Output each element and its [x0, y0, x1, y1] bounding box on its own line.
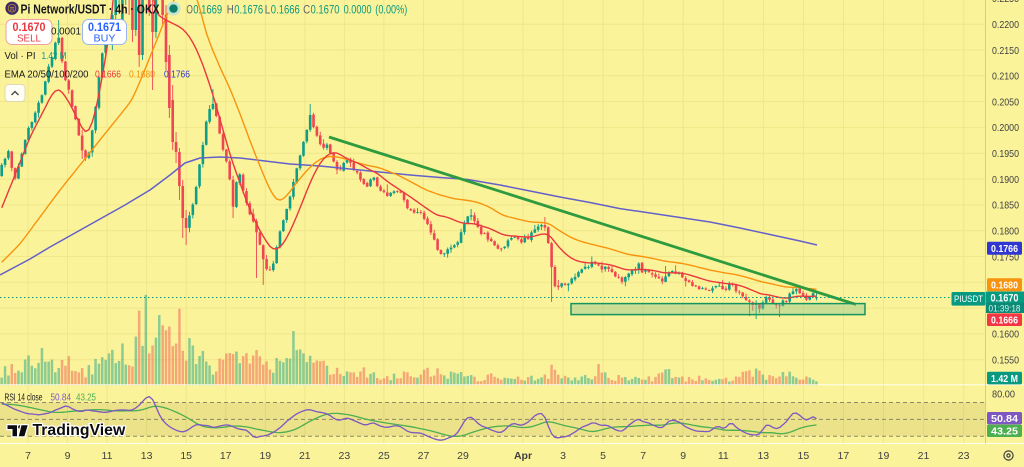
svg-text:80.00: 80.00: [992, 388, 1015, 400]
svg-text:23: 23: [339, 450, 351, 462]
svg-text:Pi Network/USDT · 4h · OKX: Pi Network/USDT · 4h · OKX: [21, 1, 160, 16]
svg-text:Vol · PI: Vol · PI: [5, 50, 36, 62]
svg-text:TradingView: TradingView: [33, 422, 126, 439]
svg-text:43.25: 43.25: [991, 426, 1018, 438]
svg-text:43.25: 43.25: [76, 392, 96, 404]
svg-text:0.2200: 0.2200: [992, 19, 1019, 31]
svg-text:21: 21: [918, 450, 930, 462]
svg-text:0.1680: 0.1680: [991, 280, 1018, 292]
svg-text:0.1550: 0.1550: [992, 355, 1019, 367]
svg-text:9: 9: [680, 450, 686, 462]
svg-text:19: 19: [259, 450, 271, 462]
svg-text:0.1600: 0.1600: [992, 329, 1019, 341]
svg-text:13: 13: [757, 450, 769, 462]
svg-text:RSI 14 close: RSI 14 close: [5, 392, 43, 404]
svg-text:0.1850: 0.1850: [992, 200, 1019, 212]
svg-text:23: 23: [958, 450, 970, 462]
svg-text:0.2100: 0.2100: [992, 71, 1019, 83]
svg-text:15: 15: [798, 450, 810, 462]
svg-text:0.1766: 0.1766: [991, 243, 1018, 255]
svg-text:BUY: BUY: [94, 34, 116, 45]
svg-text:13: 13: [141, 450, 153, 462]
svg-text:SELL: SELL: [17, 34, 41, 45]
svg-text:0.1680: 0.1680: [129, 69, 155, 81]
svg-text:0.2050: 0.2050: [992, 96, 1019, 108]
svg-text:0.1671: 0.1671: [88, 22, 122, 34]
svg-text:0.1670: 0.1670: [991, 292, 1019, 304]
svg-text:0.1670: 0.1670: [311, 4, 340, 16]
svg-text:0.1800: 0.1800: [992, 226, 1019, 238]
svg-text:1.42 M: 1.42 M: [991, 373, 1018, 385]
svg-text:Apr: Apr: [514, 450, 532, 462]
svg-text:21: 21: [299, 450, 311, 462]
svg-text:0.2000: 0.2000: [992, 122, 1019, 134]
svg-text:PIUSDT: PIUSDT: [954, 294, 983, 305]
svg-text:7: 7: [25, 450, 31, 462]
svg-text:11: 11: [102, 450, 113, 462]
svg-text:01:39:18: 01:39:18: [989, 303, 1021, 314]
svg-text:EMA 20/50/100/200: EMA 20/50/100/200: [5, 69, 89, 81]
svg-text:0.1666: 0.1666: [271, 4, 300, 16]
svg-text:0.1670: 0.1670: [13, 22, 46, 34]
svg-text:0.1676: 0.1676: [234, 4, 263, 16]
svg-text:50.84: 50.84: [51, 392, 72, 404]
svg-text:0.1666: 0.1666: [991, 315, 1018, 327]
svg-text:5: 5: [600, 450, 606, 462]
svg-text:C: C: [303, 4, 310, 16]
svg-text:17: 17: [220, 450, 232, 462]
svg-text:L: L: [265, 4, 271, 16]
svg-text:0.2250: 0.2250: [992, 0, 1019, 5]
svg-text:0.1669: 0.1669: [193, 4, 222, 16]
svg-text:O: O: [186, 4, 193, 16]
svg-text:19: 19: [878, 450, 890, 462]
svg-text:50.84: 50.84: [991, 413, 1018, 425]
svg-text:27: 27: [418, 450, 430, 462]
svg-text:0.1950: 0.1950: [992, 148, 1019, 160]
svg-text:9: 9: [65, 450, 71, 462]
svg-text:3: 3: [560, 450, 566, 462]
svg-text:17: 17: [838, 450, 850, 462]
svg-text:1.42 M: 1.42 M: [42, 50, 67, 62]
svg-text:25: 25: [378, 450, 390, 462]
svg-text:0.0000: 0.0000: [344, 4, 372, 16]
svg-text:0.1766: 0.1766: [164, 69, 190, 81]
svg-text:0.1900: 0.1900: [992, 174, 1019, 186]
svg-text:π: π: [10, 6, 15, 13]
svg-text:H: H: [227, 4, 234, 16]
svg-text:(0.00%): (0.00%): [375, 4, 407, 16]
svg-text:0.0001: 0.0001: [51, 27, 81, 38]
svg-text:0.2150: 0.2150: [992, 45, 1019, 57]
svg-text:7: 7: [640, 450, 646, 462]
svg-text:11: 11: [718, 450, 729, 462]
svg-text:15: 15: [180, 450, 192, 462]
svg-text:0.1666: 0.1666: [95, 69, 121, 81]
svg-text:29: 29: [457, 450, 469, 462]
